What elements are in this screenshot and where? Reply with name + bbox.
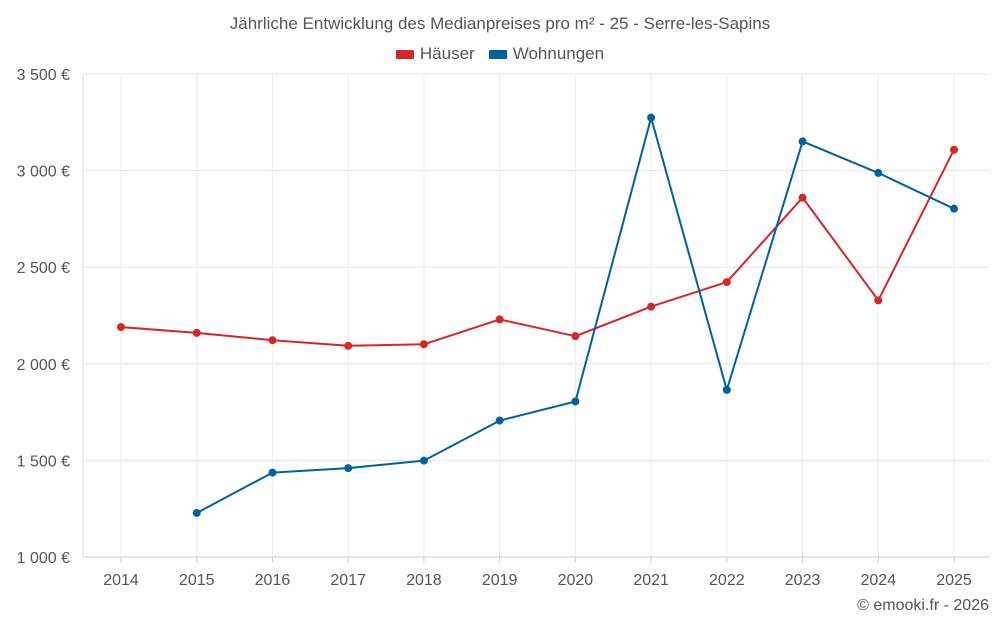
x-tick-label: 2015 bbox=[179, 572, 215, 589]
legend-item-wohnungen[interactable]: Wohnungen bbox=[488, 44, 605, 64]
data-point-wohnungen bbox=[344, 464, 353, 473]
legend-label-wohnungen: Wohnungen bbox=[512, 44, 605, 63]
x-tick-label: 2016 bbox=[255, 572, 291, 589]
data-point-wohnungen bbox=[495, 416, 504, 425]
legend-label-haeuser: Häuser bbox=[419, 44, 475, 63]
data-point-haeuser bbox=[268, 336, 277, 345]
y-tick-label: 1 500 € bbox=[17, 453, 70, 470]
x-tick-label: 2021 bbox=[633, 572, 669, 589]
data-point-wohnungen bbox=[798, 137, 807, 146]
series-haeuser bbox=[117, 145, 959, 350]
data-point-wohnungen bbox=[722, 385, 731, 394]
data-point-haeuser bbox=[874, 296, 883, 305]
y-tick-label: 3 500 € bbox=[17, 67, 70, 84]
data-point-haeuser bbox=[192, 328, 201, 337]
data-point-haeuser bbox=[722, 278, 731, 287]
credit-text: © emooki.fr - 2026 bbox=[857, 597, 989, 614]
data-point-haeuser bbox=[495, 315, 504, 324]
chart-legend: Häuser Wohnungen bbox=[0, 44, 1000, 64]
y-tick-label: 1 000 € bbox=[17, 550, 70, 567]
legend-swatch-wohnungen bbox=[488, 49, 507, 59]
x-tick-label: 2017 bbox=[330, 572, 366, 589]
y-tick-label: 3 000 € bbox=[17, 164, 70, 181]
data-point-haeuser bbox=[419, 340, 428, 349]
x-tick-label: 2020 bbox=[558, 572, 594, 589]
data-point-haeuser bbox=[950, 145, 959, 154]
legend-swatch-haeuser bbox=[395, 49, 414, 59]
data-point-wohnungen bbox=[419, 456, 428, 465]
y-tick-label: 2 000 € bbox=[17, 357, 70, 374]
x-tick-label: 2023 bbox=[785, 572, 821, 589]
data-point-haeuser bbox=[647, 302, 656, 311]
x-tick-label: 2022 bbox=[709, 572, 745, 589]
x-tick-label: 2014 bbox=[103, 572, 139, 589]
chart-title: Jährliche Entwicklung des Medianpreises … bbox=[229, 14, 771, 33]
y-tick-label: 2 500 € bbox=[17, 260, 70, 277]
data-point-wohnungen bbox=[571, 397, 580, 406]
series-wohnungen bbox=[192, 113, 959, 517]
x-tick-label: 2024 bbox=[861, 572, 897, 589]
data-point-haeuser bbox=[798, 193, 807, 202]
data-point-wohnungen bbox=[192, 508, 201, 517]
legend-item-haeuser[interactable]: Häuser bbox=[395, 44, 475, 64]
x-tick-label: 2025 bbox=[936, 572, 972, 589]
data-point-wohnungen bbox=[874, 168, 883, 177]
data-point-haeuser bbox=[571, 332, 580, 341]
x-tick-label: 2018 bbox=[406, 572, 442, 589]
data-point-wohnungen bbox=[950, 204, 959, 213]
series-line-haeuser bbox=[120, 149, 955, 347]
data-point-wohnungen bbox=[647, 113, 656, 122]
data-point-wohnungen bbox=[268, 468, 277, 477]
data-point-haeuser bbox=[117, 323, 125, 332]
data-point-haeuser bbox=[344, 341, 353, 350]
x-tick-label: 2019 bbox=[482, 572, 518, 589]
